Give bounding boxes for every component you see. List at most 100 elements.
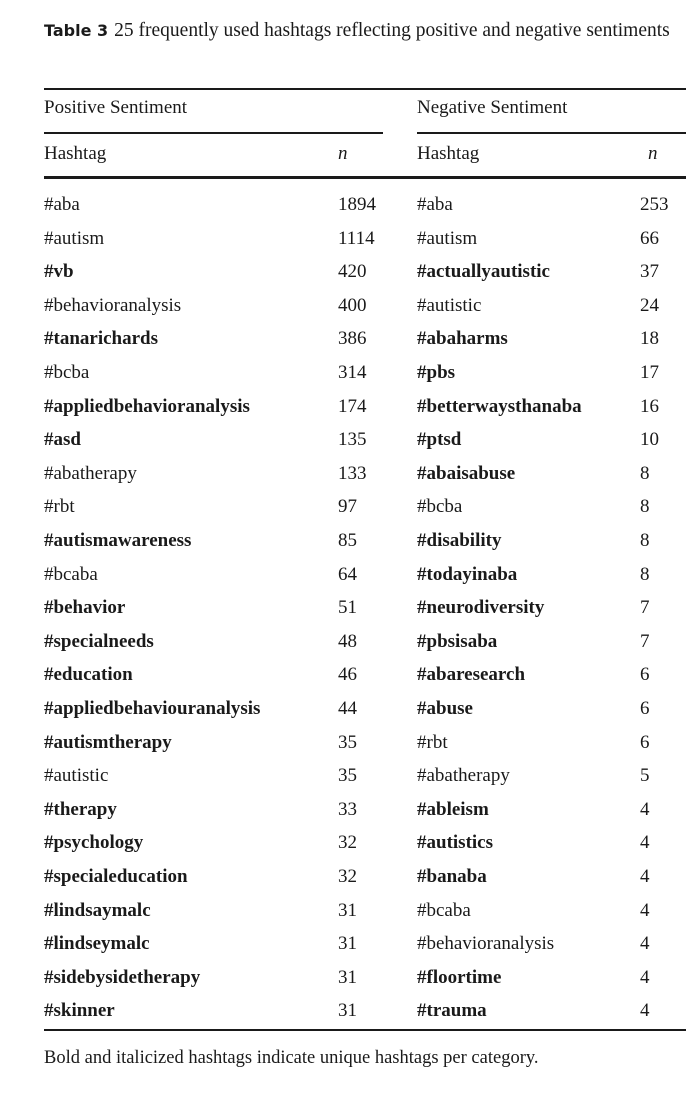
positive-count: 33 <box>338 798 357 820</box>
negative-count: 66 <box>640 227 659 249</box>
negative-count: 4 <box>640 966 650 988</box>
negative-hashtag: #neurodiversity <box>417 597 545 619</box>
positive-hashtag: #therapy <box>44 798 117 820</box>
negative-hashtag: #rbt <box>417 731 448 753</box>
positive-hashtag: #rbt <box>44 496 75 518</box>
header-rule <box>44 176 686 179</box>
positive-hashtag: #abatherapy <box>44 462 137 484</box>
negative-hashtag: #disability <box>417 530 502 551</box>
positive-hashtag: #specialeducation <box>44 866 188 887</box>
negative-count: 24 <box>640 294 659 316</box>
positive-count: 32 <box>338 832 357 854</box>
positive-count: 133 <box>338 462 367 484</box>
negative-count: 6 <box>640 698 650 719</box>
positive-hashtag: #behavioranalysis <box>44 294 182 316</box>
positive-count: 51 <box>338 597 357 619</box>
negative-hashtag: #pbs <box>417 362 456 383</box>
negative-hashtag: #todayinaba <box>417 563 518 585</box>
positive-count: 97 <box>338 496 357 518</box>
negative-hashtag: #abaharms <box>417 328 508 350</box>
negative-hashtag: #autistics <box>417 832 493 854</box>
positive-count: 31 <box>338 966 357 988</box>
positive-hashtag: #behavior <box>44 597 126 619</box>
positive-hashtag: #autism <box>44 227 105 249</box>
negative-count: 8 <box>640 530 650 551</box>
positive-count: 135 <box>338 429 367 451</box>
negative-hashtag: #ableism <box>417 798 489 820</box>
negative-count: 4 <box>640 866 650 887</box>
positive-hashtag: #appliedbehaviouranalysis <box>44 698 261 719</box>
col-header-n-negative: n <box>648 143 658 164</box>
positive-hashtag: #education <box>44 664 133 686</box>
negative-count: 4 <box>640 832 650 854</box>
positive-hashtag: #bcaba <box>44 563 98 585</box>
negative-hashtag: #bcaba <box>417 899 471 921</box>
positive-count: 35 <box>338 765 357 787</box>
col-header-hashtag-positive: Hashtag <box>44 143 107 164</box>
negative-hashtag: #trauma <box>417 1000 487 1022</box>
bottom-rule <box>44 1029 686 1031</box>
positive-count: 64 <box>338 563 357 585</box>
negative-count: 4 <box>640 1000 650 1022</box>
group-header-negative: Negative Sentiment <box>417 97 568 118</box>
positive-count: 420 <box>338 261 367 283</box>
negative-count: 4 <box>640 933 650 955</box>
positive-hashtag: #lindseymalc <box>44 933 150 955</box>
negative-hashtag: #autism <box>417 227 478 249</box>
positive-count: 1114 <box>338 227 375 249</box>
col-header-n-positive: n <box>338 143 348 164</box>
positive-hashtag: #lindsaymalc <box>44 899 151 921</box>
positive-hashtag: #skinner <box>44 1000 115 1022</box>
negative-hashtag: #behavioranalysis <box>417 933 555 955</box>
positive-hashtag: #aba <box>44 194 80 215</box>
positive-count: 174 <box>338 395 367 417</box>
negative-hashtag: #autistic <box>417 294 482 316</box>
negative-hashtag: #actuallyautistic <box>417 261 550 283</box>
positive-hashtag: #appliedbehavioranalysis <box>44 395 250 417</box>
negative-hashtag: #aba <box>417 194 453 215</box>
table-label: Table 3 <box>44 21 109 40</box>
negative-count: 8 <box>640 496 650 518</box>
negative-count: 18 <box>640 328 659 350</box>
negative-count: 253 <box>640 194 669 215</box>
positive-hashtag: #asd <box>44 429 81 451</box>
positive-hashtag: #bcba <box>44 362 90 383</box>
negative-count: 16 <box>640 395 659 417</box>
negative-count: 7 <box>640 630 650 652</box>
negative-hashtag: #betterwaysthanaba <box>417 395 582 417</box>
negative-count: 8 <box>640 462 650 484</box>
negative-hashtag: #banaba <box>417 866 487 887</box>
positive-count: 31 <box>338 899 357 921</box>
negative-count: 6 <box>640 731 650 753</box>
negative-count: 4 <box>640 798 650 820</box>
table-footnote: Bold and italicized hashtags indicate un… <box>44 1048 539 1068</box>
negative-hashtag: #abaresearch <box>417 664 526 686</box>
negative-hashtag: #bcba <box>417 496 463 518</box>
negative-count: 10 <box>640 429 659 451</box>
positive-hashtag: #tanarichards <box>44 328 158 350</box>
positive-hashtag: #psychology <box>44 832 144 854</box>
positive-count: 31 <box>338 933 357 955</box>
group-rule-negative <box>417 132 686 134</box>
positive-count: 31 <box>338 1000 357 1022</box>
table-title: 25 frequently used hashtags reflecting p… <box>114 20 670 41</box>
negative-count: 6 <box>640 664 650 686</box>
positive-count: 46 <box>338 664 357 686</box>
positive-hashtag: #autistic <box>44 765 109 787</box>
positive-hashtag: #autismawareness <box>44 530 192 551</box>
negative-hashtag: #abatherapy <box>417 765 510 787</box>
negative-hashtag: #floortime <box>417 966 502 988</box>
positive-count: 32 <box>338 866 357 887</box>
positive-hashtag: #sidebysidetherapy <box>44 966 201 988</box>
positive-count: 48 <box>338 630 357 652</box>
negative-count: 37 <box>640 261 659 283</box>
top-rule <box>44 88 686 90</box>
negative-count: 7 <box>640 597 650 619</box>
negative-count: 17 <box>640 362 659 383</box>
group-header-positive: Positive Sentiment <box>44 97 188 118</box>
negative-count: 5 <box>640 765 650 787</box>
positive-count: 400 <box>338 294 367 316</box>
group-rule-positive <box>44 132 383 134</box>
positive-hashtag: #specialneeds <box>44 630 154 652</box>
negative-hashtag: #abuse <box>417 698 473 719</box>
